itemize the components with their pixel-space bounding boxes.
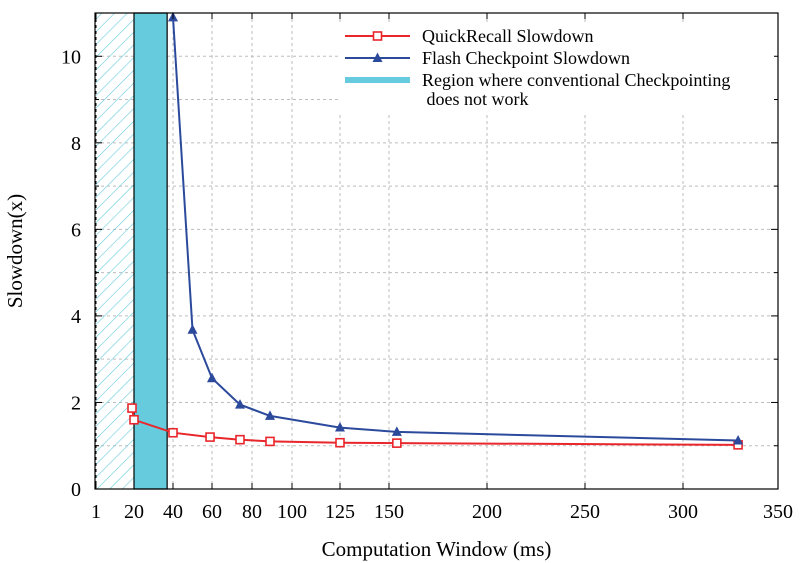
- x-tick-label: 350: [763, 501, 793, 523]
- plot-frame: [94, 12, 779, 490]
- legend-label-quickrecall-slowdown: QuickRecall Slowdown: [422, 26, 593, 46]
- region-solid: [133, 12, 168, 490]
- series-line-quickrecall-slowdown: [131, 407, 739, 446]
- data-point-quickrecall-slowdown: [265, 436, 275, 447]
- x-tick-label: 1: [91, 501, 101, 523]
- x-tick-label: 200: [472, 501, 502, 523]
- legend-marker-flash-checkpoint-slowdown: [372, 52, 383, 62]
- legend-label-region-line2: does not work: [422, 89, 529, 109]
- y-axis-title: Slowdown(x): [3, 194, 27, 308]
- x-tick-label: 250: [570, 501, 600, 523]
- region-layer: [95, 12, 168, 490]
- data-point-quickrecall-slowdown: [168, 427, 178, 438]
- data-point-quickrecall-slowdown: [392, 438, 402, 448]
- data-point-flash-checkpoint-slowdown: [265, 410, 275, 420]
- legend-label-flash-checkpoint-slowdown: Flash Checkpoint Slowdown: [422, 48, 630, 68]
- data-point-flash-checkpoint-slowdown: [335, 422, 345, 432]
- x-tick-label: 125: [325, 501, 355, 523]
- series-quickrecall-slowdown: [127, 403, 743, 450]
- data-point-quickrecall-slowdown: [235, 434, 245, 445]
- x-tick-label: 40: [163, 501, 183, 523]
- data-point-quickrecall-slowdown: [127, 403, 137, 413]
- series-flash-checkpoint-slowdown: [168, 11, 744, 445]
- y-tick-label: 0: [71, 479, 81, 501]
- x-tick-label: 20: [124, 501, 144, 523]
- legend-label-region-line1: Region where conventional Checkpointing: [422, 70, 730, 90]
- x-tick-label: 150: [374, 501, 404, 523]
- series-line-flash-checkpoint-slowdown: [172, 17, 739, 442]
- ticks-layer: 1 20 40 60 80 100 125 150 200 250 300 350 0 2 4 6 8 10: [61, 13, 793, 523]
- x-tick-label: 80: [242, 501, 262, 523]
- series-layer: [127, 11, 744, 450]
- x-tick-label: 100: [277, 501, 307, 523]
- data-point-quickrecall-slowdown: [205, 432, 215, 442]
- data-point-quickrecall-slowdown: [129, 414, 139, 425]
- y-tick-label: 10: [61, 46, 81, 68]
- x-tick-label: 300: [668, 501, 698, 523]
- data-point-flash-checkpoint-slowdown: [733, 435, 744, 445]
- legend-marker-quickrecall-slowdown: [372, 31, 383, 41]
- data-point-flash-checkpoint-slowdown: [235, 399, 245, 409]
- y-tick-label: 2: [71, 392, 81, 414]
- y-tick-label: 4: [71, 306, 81, 328]
- legend-background: [338, 24, 774, 112]
- y-tick-label: 6: [71, 219, 81, 241]
- y-tick-label: 8: [71, 133, 81, 155]
- data-point-flash-checkpoint-slowdown: [207, 372, 217, 383]
- x-axis-title: Computation Window (ms): [322, 537, 552, 561]
- data-point-flash-checkpoint-slowdown: [187, 324, 198, 334]
- x-tick-label: 60: [202, 501, 222, 523]
- region-hatched: [96, 13, 134, 489]
- data-point-flash-checkpoint-slowdown: [391, 426, 402, 436]
- data-point-quickrecall-slowdown: [335, 437, 345, 448]
